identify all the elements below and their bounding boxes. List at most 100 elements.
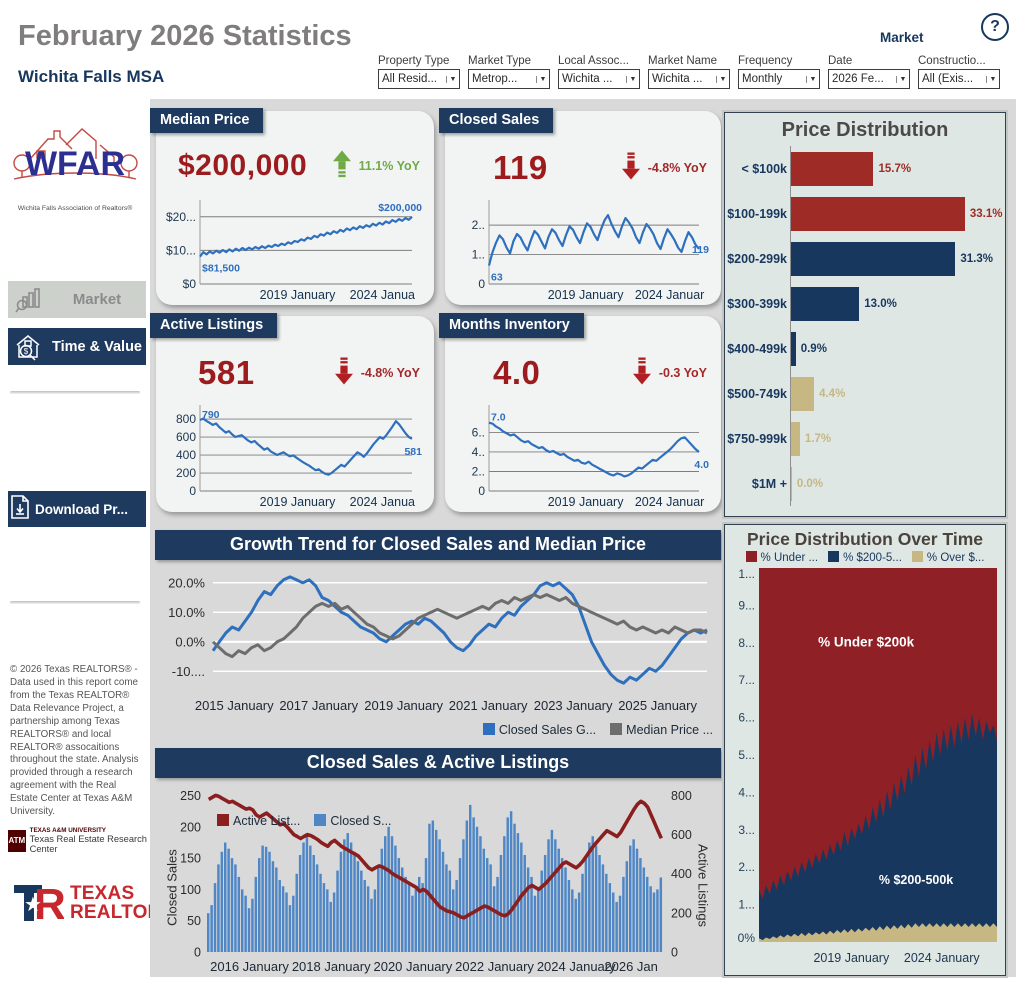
filter-dropdown-frequency[interactable]: Monthly ▼ <box>738 69 820 89</box>
kpi-yoy: 11.1% YoY <box>358 159 420 173</box>
chevron-down-icon: ▼ <box>536 75 549 83</box>
filter-dropdown-market-name[interactable]: Wichita ... ▼ <box>648 69 730 89</box>
legend-swatch-icon <box>217 814 229 826</box>
median-price-sparkline: $20... $10... $0 $81,500 $200,000 2019 Januar… <box>166 200 422 302</box>
download-button-label: Download Pr... <box>35 501 129 517</box>
filter-value: All (Exis... <box>922 73 974 85</box>
months-inventory-sparkline: 6.. 4.. 2.. 0 7.0 4.0 2019 January 2024 Januar <box>472 405 709 509</box>
price-dist-row-300-399k: $300-399k 13.0% <box>725 281 1005 326</box>
filter-bar: Property Type All Resid... ▼ Market Type Met… <box>378 55 1000 89</box>
filter-dropdown-local-assoc[interactable]: Wichita ... ▼ <box>558 69 640 89</box>
amu-monogram-icon: ATM <box>8 829 26 852</box>
price-dist-bar <box>791 241 956 276</box>
svg-text:63: 63 <box>491 271 503 283</box>
svg-text:1...: 1... <box>738 567 755 581</box>
svg-text:$: $ <box>24 347 29 356</box>
svg-text:8...: 8... <box>738 636 755 650</box>
filter-market-type: Market Type Metrop... ▼ <box>468 55 550 89</box>
filter-value: Monthly <box>742 73 783 85</box>
price-distribution-chart: < $100k 15.7% $100-199k 33.1% $200-299k 31.3%… <box>725 146 1005 506</box>
chevron-down-icon: ▼ <box>446 75 459 83</box>
svg-text:2026 Jan: 2026 Jan <box>604 959 658 974</box>
svg-text:200: 200 <box>180 820 201 834</box>
download-report-button[interactable]: Download Pr... <box>8 491 146 527</box>
kpi-card-active-listings: Active Listings 581 -4.8% YoY 800 600 400 2… <box>150 313 434 512</box>
price-dist-bar <box>791 331 796 366</box>
svg-text:2...: 2... <box>738 860 755 874</box>
kpi-value: $200,000 <box>178 149 308 182</box>
svg-text:2019 January: 2019 January <box>364 698 443 713</box>
help-icon[interactable]: ? <box>981 13 1009 41</box>
svg-text:2018 January: 2018 January <box>292 959 371 974</box>
price-dist-bar-track: 0.0% <box>790 461 1003 506</box>
svg-text:★: ★ <box>24 894 42 916</box>
price-dist-bar <box>791 151 874 186</box>
price-dist-row-1m: $1M + 0.0% <box>725 461 1005 506</box>
svg-text:200: 200 <box>176 466 196 480</box>
growth-trend-legend: Closed Sales G... Median Price ... <box>155 723 721 737</box>
sidebar-item-market[interactable]: Market <box>8 281 146 318</box>
filter-value: 2026 Fe... <box>832 73 884 85</box>
svg-text:790: 790 <box>202 409 220 421</box>
svg-text:150: 150 <box>180 852 201 866</box>
arrow-up-icon <box>332 150 351 183</box>
price-dist-row-500-749k: $500-749k 4.4% <box>725 371 1005 416</box>
filter-value: Wichita ... <box>562 73 613 85</box>
svg-text:2025 January: 2025 January <box>618 698 697 713</box>
download-icon <box>8 494 32 525</box>
market-tab-label: Market <box>880 30 924 45</box>
filter-market-name: Market Name Wichita ... ▼ <box>648 55 730 89</box>
svg-text:581: 581 <box>404 446 422 458</box>
filter-dropdown-constructio[interactable]: All (Exis... ▼ <box>918 69 1000 89</box>
svg-text:2019 January: 2019 January <box>548 288 625 302</box>
svg-text:600: 600 <box>176 430 196 444</box>
legend-swatch-icon <box>911 551 923 562</box>
price-dist-bar-track: 15.7% <box>790 146 1003 191</box>
price-dist-value-label: 0.9% <box>800 342 827 355</box>
chevron-down-icon: ▼ <box>986 75 999 83</box>
filter-dropdown-market-type[interactable]: Metrop... ▼ <box>468 69 550 89</box>
chevron-down-icon: ▼ <box>896 75 909 83</box>
kpi-card-months-inventory: Months Inventory 4.0 -0.3 YoY 6.. 4.. 2.. 0… <box>439 313 721 512</box>
price-dist-category-label: $300-399k <box>727 296 787 311</box>
price-dist-over-time-legend: % Under ... % $200-5... % Over $... <box>725 551 1005 564</box>
svg-text:2024 Janua: 2024 Janua <box>350 288 415 302</box>
time-value-house-icon: $ <box>8 333 48 361</box>
svg-text:400: 400 <box>176 448 196 462</box>
svg-text:2020 January: 2020 January <box>373 959 452 974</box>
svg-text:2..: 2.. <box>472 218 485 232</box>
sidebar-item-market-label: Market <box>72 291 122 308</box>
filter-local-assoc: Local Assoc... Wichita ... ▼ <box>558 55 640 89</box>
price-dist-bar <box>791 286 860 321</box>
left-axis-title: Closed Sales <box>164 849 180 926</box>
kpi-yoy: -0.3 YoY <box>658 366 707 380</box>
price-dist-over-time-xaxis: 2019 January 2024 January <box>725 951 1005 967</box>
sales-listings-title: Closed Sales & Active Listings <box>155 748 721 778</box>
legend-item: Closed Sales G... <box>482 723 596 737</box>
chevron-down-icon: ▼ <box>716 75 729 83</box>
filter-dropdown-property-type[interactable]: All Resid... ▼ <box>378 69 460 89</box>
main-content: Median Price $200,000 11.1% YoY $20... $1… <box>150 99 1016 977</box>
price-dist-bar-track: 4.4% <box>790 371 1003 416</box>
svg-text:1...: 1... <box>738 898 755 912</box>
sidebar-item-time-value[interactable]: $ Time & Value <box>8 328 146 365</box>
svg-text:WFAR: WFAR <box>25 145 125 183</box>
sidebar: WFAR Wichita Falls Association of Realto… <box>0 99 188 983</box>
copyright-text: © 2026 Texas REALTORS® - Data used in th… <box>10 664 139 818</box>
legend-swatch-icon <box>610 723 623 735</box>
svg-text:2024 Janua: 2024 Janua <box>350 495 415 509</box>
svg-text:3...: 3... <box>738 823 755 837</box>
page-title: February 2026 Statistics <box>18 20 352 52</box>
kpi-card-title: Active Listings <box>150 313 278 338</box>
legend-item: % Over $... <box>911 551 984 564</box>
price-dist-value-label: 33.1% <box>969 207 1003 220</box>
price-dist-row-400-499k: $400-499k 0.9% <box>725 326 1005 371</box>
svg-text:200: 200 <box>671 906 692 920</box>
kpi-value: 4.0 <box>493 354 541 391</box>
active-listings-sparkline: 800 600 400 200 0 790 581 2019 January 2024 Janu… <box>176 405 422 509</box>
svg-text:R: R <box>34 880 64 929</box>
filter-dropdown-date[interactable]: 2026 Fe... ▼ <box>828 69 910 89</box>
filter-value: Metrop... <box>472 73 518 85</box>
svg-text:6...: 6... <box>738 711 755 725</box>
